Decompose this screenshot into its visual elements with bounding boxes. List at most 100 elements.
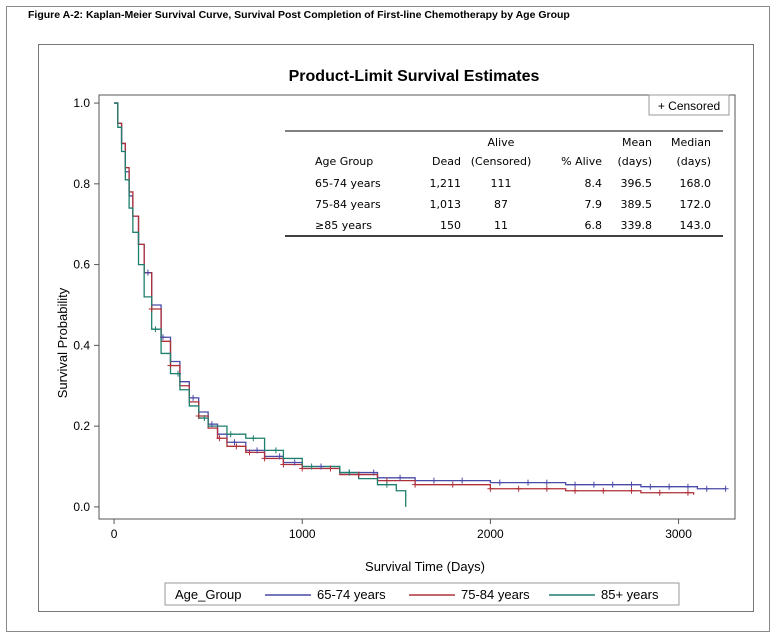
censor-mark: [496, 479, 503, 486]
censor-mark: [167, 362, 174, 369]
legend-entry: 85+ years: [601, 587, 659, 602]
censor-mark: [327, 465, 334, 472]
censor-mark: [647, 483, 654, 490]
censor-mark: [449, 481, 456, 488]
censor-mark: [227, 431, 234, 438]
censor-mark: [216, 435, 223, 442]
table-cell: 75-84 years: [315, 198, 381, 211]
censor-mark: [628, 487, 635, 494]
chart-title: Product-Limit Survival Estimates: [289, 68, 540, 85]
censor-mark: [355, 471, 362, 478]
figure-caption: Figure A-2: Kaplan-Meier Survival Curve,…: [28, 9, 570, 21]
table-cell: 65-74 years: [315, 177, 381, 190]
plot-area-border: [98, 94, 736, 520]
table-header: (days): [617, 155, 652, 168]
curve-85-years: [114, 102, 407, 507]
censor-mark: [291, 459, 298, 466]
censor-mark: [250, 435, 257, 442]
censor-mark: [459, 477, 466, 484]
censor-mark: [684, 483, 691, 490]
censor-mark: [543, 485, 550, 492]
table-header: (Censored): [471, 155, 532, 168]
table-cell: 111: [491, 177, 512, 190]
y-tick-label: 0.4: [73, 338, 90, 352]
page-frame: [6, 6, 770, 632]
censor-mark: [231, 439, 238, 446]
x-tick-label: 2000: [477, 527, 504, 541]
censor-mark: [346, 469, 353, 476]
table-cell: 389.5: [621, 198, 653, 211]
table-cell: 11: [494, 219, 508, 232]
censor-mark: [152, 326, 159, 333]
censor-mark: [656, 489, 663, 496]
table-cell: 1,211: [430, 177, 462, 190]
censor-mark: [233, 443, 240, 450]
censor-mark: [383, 481, 390, 488]
censor-mark: [430, 477, 437, 484]
table-cell: 1,013: [430, 198, 462, 211]
table-header: Mean: [622, 136, 652, 149]
censor-mark: [628, 481, 635, 488]
censor-mark: [515, 485, 522, 492]
x-tick-label: 0: [111, 527, 118, 541]
table-header: (days): [676, 155, 711, 168]
table-cell: 168.0: [680, 177, 712, 190]
censor-mark: [609, 481, 616, 488]
censor-mark: [590, 481, 597, 488]
table-cell: ≥85 years: [315, 219, 372, 232]
censor-mark: [195, 413, 202, 420]
censor-mark: [370, 469, 377, 476]
table-cell: 7.9: [585, 198, 603, 211]
x-tick-label: 1000: [289, 527, 316, 541]
table-cell: 339.8: [621, 219, 653, 232]
table-header: Median: [671, 136, 711, 149]
censor-mark: [600, 487, 607, 494]
censor-mark: [276, 453, 283, 460]
plot-frame: Product-Limit Survival Estimates Surviva…: [38, 44, 754, 612]
censor-mark: [487, 485, 494, 492]
censor-mark: [261, 455, 268, 462]
censor-mark: [412, 481, 419, 488]
y-tick-label: 0.2: [73, 419, 90, 433]
x-axis-label: Survival Time (Days): [365, 559, 485, 574]
censor-mark: [280, 461, 287, 468]
table-header: % Alive: [561, 155, 602, 168]
table-header: Dead: [432, 155, 461, 168]
table-cell: 150: [440, 219, 461, 232]
censor-mark: [246, 449, 253, 456]
table-cell: 143.0: [680, 219, 712, 232]
censor-mark: [703, 485, 710, 492]
censor-mark: [144, 269, 151, 276]
y-axis-label: Survival Probability: [55, 287, 70, 398]
y-tick-label: 0.0: [73, 500, 90, 514]
censored-legend-text: + Censored: [658, 99, 720, 113]
y-tick-label: 0.6: [73, 258, 90, 272]
censor-mark: [572, 481, 579, 488]
censor-mark: [543, 479, 550, 486]
series-legend-box: [164, 582, 680, 606]
legend-title: Age_Group: [175, 587, 242, 602]
censor-mark: [684, 489, 691, 496]
table-header: Alive: [488, 136, 515, 149]
censor-mark: [254, 447, 261, 454]
y-tick-label: 0.8: [73, 177, 90, 191]
censor-mark: [299, 465, 306, 472]
legend-entry: 65-74 years: [317, 587, 386, 602]
table-cell: 6.8: [585, 219, 603, 232]
censor-mark: [525, 479, 532, 486]
table-cell: 87: [494, 198, 508, 211]
censor-mark: [208, 421, 215, 428]
censor-mark: [159, 334, 166, 341]
censor-mark: [666, 483, 673, 490]
table-cell: 172.0: [680, 198, 712, 211]
censor-mark: [318, 463, 325, 470]
curve-75-84-years: [114, 102, 695, 495]
censored-legend-box: [648, 94, 730, 116]
censor-mark: [572, 487, 579, 494]
censor-mark: [190, 394, 197, 401]
censor-mark: [308, 463, 315, 470]
y-tick-label: 1.0: [73, 96, 90, 110]
censor-mark: [175, 370, 182, 377]
km-chart: Product-Limit Survival Estimates Surviva…: [55, 68, 736, 606]
censor-mark: [722, 485, 729, 492]
